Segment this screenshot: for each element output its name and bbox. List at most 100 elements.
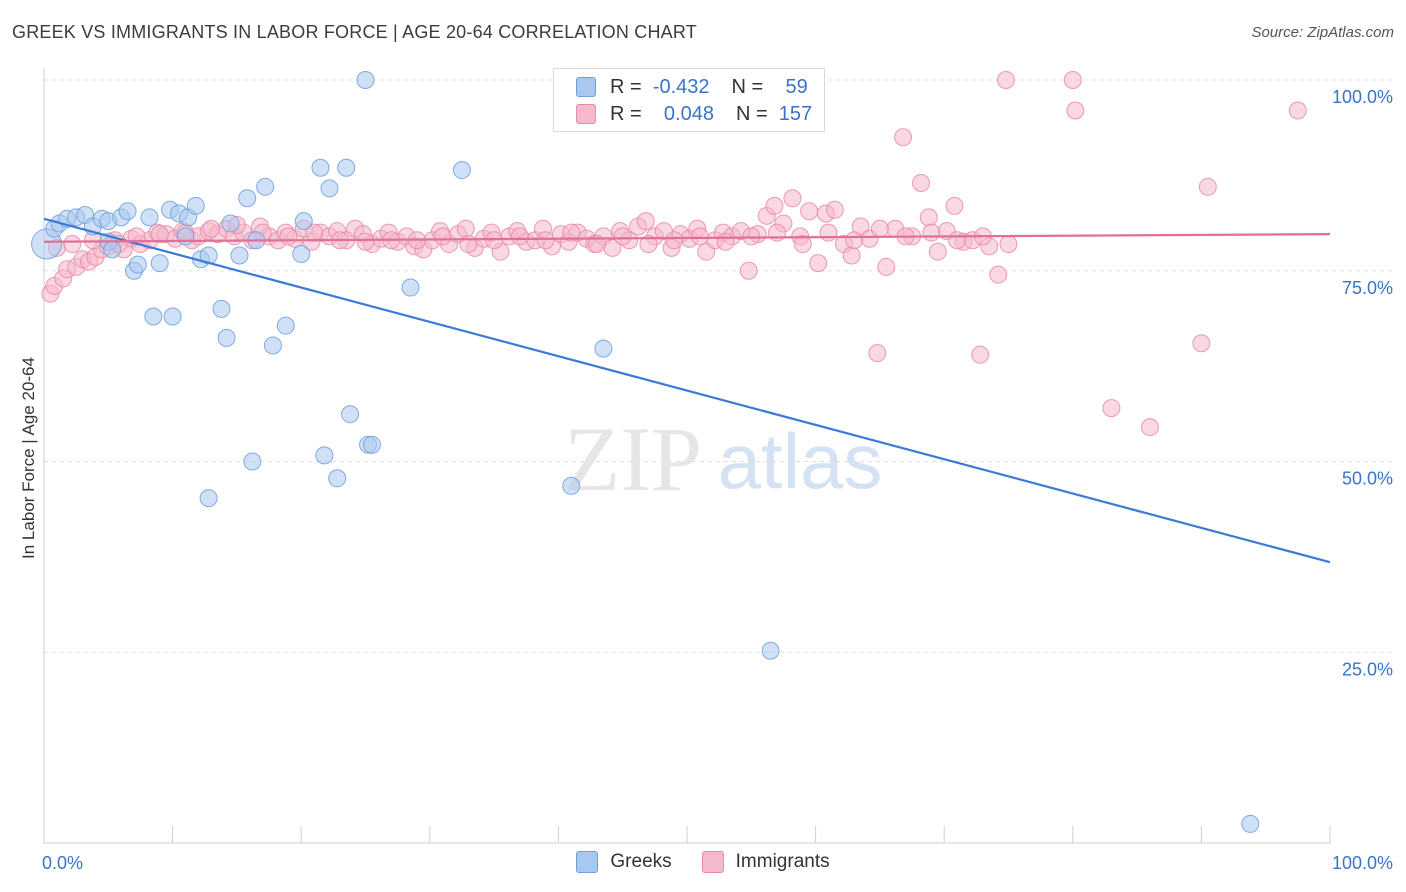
greeks-point [337,158,356,177]
immigrants-point [793,235,812,254]
immigrants-point [456,219,475,238]
greeks-point [401,278,420,297]
immigrants-point [742,227,761,246]
greeks-point [320,179,339,198]
grid-lines [44,79,1392,653]
immigrants-trend-line [43,233,1331,243]
r-label: R = [610,102,642,125]
greeks-point [217,328,236,347]
immigrants-point [922,223,941,242]
greeks-point [292,244,311,263]
greeks-point [199,246,218,265]
greeks-point [256,177,275,196]
immigrants-point [202,219,221,238]
immigrants-point [912,174,931,193]
immigrants-point [948,231,967,250]
immigrants-point [536,231,555,250]
immigrants-point [690,227,709,246]
immigrants-point [150,225,169,244]
greeks-point [186,196,205,215]
y-tick-label: 100.0% [1332,87,1393,107]
immigrants-point [877,257,896,276]
immigrants-point [928,242,947,261]
immigrants-point [587,235,606,254]
greeks-point [452,161,471,180]
axes [43,68,1331,844]
immigrants-point [800,202,819,221]
immigrants-point [613,227,632,246]
greeks-point [328,469,347,488]
x-tick-label: 100.0% [1332,853,1393,873]
immigrants-point [765,196,784,215]
greeks-point [263,336,282,355]
n-label: N = [731,75,764,98]
correlation-legend: R = -0.432 N = 59 R = 0.048 N = 157 [553,68,825,132]
immigrants-point [639,235,658,254]
immigrants-point [510,227,529,246]
greeks-point [163,307,182,326]
immigrants-point [989,265,1008,284]
greeks-r-value: -0.432 [652,75,710,98]
greeks-point [276,316,295,335]
immigrants-point [870,219,889,238]
greeks-point [230,246,249,265]
greeks-point [341,405,360,424]
greeks-point [144,307,163,326]
immigrants-point [1102,399,1121,418]
immigrants-point [996,71,1015,89]
greeks-swatch [576,851,599,873]
greeks-point [356,71,375,89]
immigrants-point [485,231,504,250]
immigrants-point [1288,101,1307,120]
immigrants-point [279,227,298,246]
greeks-point [315,446,334,465]
source-label: Source: ZipAtlas.com [1251,24,1394,41]
immigrants-point [845,231,864,250]
y-axis-label: In Labor Force | Age 20-64 [19,357,38,559]
legend-item-immigrants: Immigrants [701,851,830,873]
chart-title: GREEK VS IMMIGRANTS IN LABOR FORCE | AGE… [12,22,697,42]
greeks-point [140,208,159,227]
immigrants-point [562,223,581,242]
greeks-point [294,212,313,231]
watermark-zip: ZIP [564,408,702,510]
greeks-point [199,489,218,508]
immigrants-n-value: 157 [778,102,813,125]
tick-labels: 100.0% 75.0% 50.0% 25.0% 0.0% 100.0% [42,87,1393,873]
greeks-point [212,299,231,318]
immigrants-point [716,232,735,251]
immigrants-point [809,254,828,273]
r-label: R = [610,75,642,98]
legend-row-greeks: R = -0.432 N = 59 [576,73,808,101]
immigrants-point [739,261,758,280]
y-tick-label: 50.0% [1342,469,1393,489]
y-tick-label: 75.0% [1342,278,1393,298]
immigrants-point [819,223,838,242]
n-label: N = [735,102,768,125]
greeks-trend-line [43,217,1331,564]
immigrants-point [356,232,375,251]
watermark-atlas: atlas [718,417,883,505]
greeks-point [176,227,195,246]
greeks-point [594,339,613,358]
greeks-point [243,452,262,471]
x-tick-label: 0.0% [42,853,83,873]
immigrants-point [945,196,964,215]
greeks-point [311,158,330,177]
series-legend: Greeks Immigrants [0,851,1406,873]
greeks-label: Greeks [610,851,672,872]
immigrants-point [999,235,1018,254]
greeks-point [128,255,147,274]
immigrants-point [459,235,478,254]
immigrants-point [868,344,887,363]
immigrants-point [825,200,844,219]
greeks-swatch [576,77,596,97]
immigrants-point [1066,101,1085,120]
y-tick-label: 25.0% [1342,659,1393,679]
greeks-point [221,214,240,233]
immigrants-point [665,231,684,250]
greeks-point [1241,814,1260,833]
greeks-point [761,641,780,660]
greeks-point [150,254,169,273]
